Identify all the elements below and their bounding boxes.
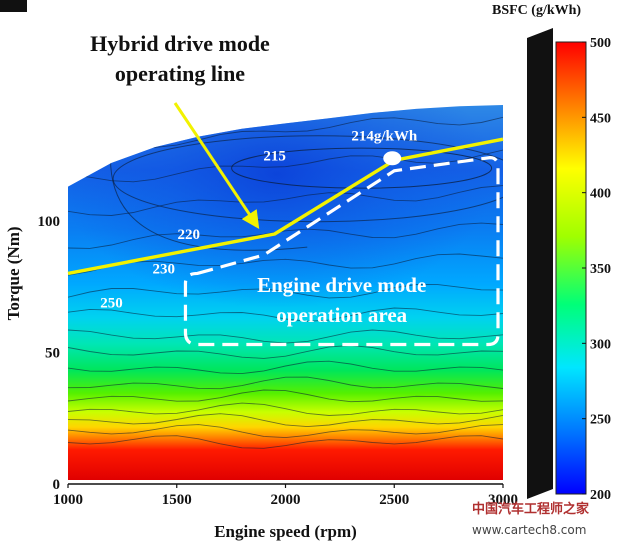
chart-overlay: 215 220 230 250 Engine drive mode operation a… [67, 31, 504, 347]
colorbar-tick-label: 350 [590, 262, 611, 277]
contour-line [68, 360, 503, 375]
contour-label: 230 [152, 261, 175, 277]
contour-line [68, 284, 503, 299]
contour-label: 220 [177, 227, 200, 243]
watermark-line1: 中国汽车工程师之家 [472, 501, 590, 517]
x-tick-label: 1000 [53, 492, 83, 508]
colorbar: 200 250 300 350 400 450 500 BSFC (g/kWh) [492, 3, 611, 503]
contour-line [68, 424, 503, 439]
hybrid-line-label-line: operating line [115, 61, 245, 86]
optimal-bsfc-point [383, 151, 402, 166]
watermark: 中国汽车工程师之家 www.cartech8.com [472, 501, 590, 537]
axes: 1000 1500 2000 2500 3000 0 50 100 Engine speed… [4, 214, 518, 541]
contour-line [68, 389, 503, 403]
x-axis-label: Engine speed (rpm) [214, 522, 357, 541]
hybrid-operating-line [67, 137, 504, 276]
contour-line-230 [109, 141, 308, 251]
optimal-bsfc-label: 214g/kWh [351, 128, 418, 144]
colorbar-tick-label: 300 [590, 337, 611, 352]
colorbar-tick-label: 250 [590, 413, 611, 428]
engine-drive-region-outline [183, 156, 500, 347]
contour-line [68, 402, 503, 416]
contour-line [68, 307, 503, 322]
x-tick-label: 1500 [162, 492, 192, 508]
y-axis-label: Torque (Nm) [4, 226, 23, 320]
contour-line [68, 435, 503, 449]
contour-line [68, 345, 503, 359]
contour-line [68, 222, 503, 249]
x-tick-label: 3000 [488, 492, 518, 508]
contour-line-215 [231, 147, 493, 189]
colorbar-tick-label: 400 [590, 187, 611, 202]
contour-label: 215 [263, 148, 286, 164]
colorbar-frame-shadow [527, 28, 553, 499]
y-tick-label: 0 [53, 477, 61, 493]
colorbar-gradient [555, 41, 587, 495]
x-ticks: 1000 1500 2000 2500 3000 [53, 484, 518, 508]
y-tick-label: 100 [38, 214, 61, 230]
hybrid-line-label-line: Hybrid drive mode [90, 31, 270, 56]
hybrid-line-arrow [173, 102, 260, 230]
y-tick-label: 50 [45, 345, 60, 361]
bsfc-low-consumption-zone [68, 105, 503, 370]
watermark-line2: www.cartech8.com [472, 523, 586, 537]
engine-drive-region-label-line: operation area [276, 303, 407, 327]
contour-line [68, 149, 503, 183]
x-tick-label: 2000 [271, 492, 301, 508]
colorbar-title: BSFC (g/kWh) [492, 3, 581, 18]
colorbar-tick-label: 500 [590, 36, 611, 51]
contour-line [68, 413, 503, 428]
corner-mark [0, 0, 27, 12]
colorbar-ticks: 200 250 300 350 400 450 500 [582, 36, 611, 503]
contour-line [68, 376, 503, 390]
contour-line [68, 185, 503, 216]
x-tick-label: 2500 [379, 492, 409, 508]
y-ticks: 0 50 100 [38, 214, 61, 493]
engine-drive-region-label-line: Engine drive mode [257, 273, 426, 297]
contour-line [68, 253, 503, 276]
contour-label: 250 [100, 296, 123, 312]
colorbar-tick-label: 200 [590, 488, 611, 503]
colorbar-tick-label: 450 [590, 111, 611, 126]
